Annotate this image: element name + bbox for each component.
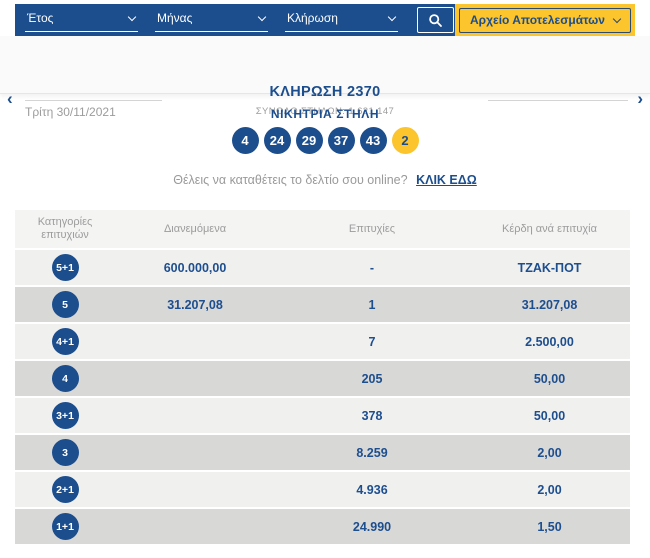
winners-cell: 7 <box>368 334 376 349</box>
draw-header: ‹ Τρίτη 30/11/2021 ΚΛΗΡΩΣΗ 2370 ΣΥΝΟΛΟ Σ… <box>0 36 650 119</box>
table-body: 5+1 600.000,00 - ΤΖΑΚ-ΠΟΤ 5 31.207,08 1 … <box>15 250 630 544</box>
table-row: 4 205 50,00 <box>15 361 630 396</box>
winners-cell: 205 <box>361 371 383 386</box>
table-row: 5+1 600.000,00 - ΤΖΑΚ-ΠΟΤ <box>15 250 630 285</box>
table-row: 3+1 378 50,00 <box>15 398 630 433</box>
category-badge: 3 <box>51 439 79 466</box>
prize-cell: 31.207,08 <box>521 297 578 312</box>
winning-numbers: 4 24 29 37 43 2 <box>0 127 650 154</box>
header-distributed: Διανεμόμενα <box>163 222 227 235</box>
prize-cell: 2.500,00 <box>525 334 574 349</box>
category-badge: 2+1 <box>51 476 79 503</box>
distributed-cell: 600.000,00 <box>163 260 227 275</box>
distributed-cell: 31.207,08 <box>167 297 223 312</box>
category-badge: 5 <box>51 291 79 318</box>
click-here-link[interactable]: ΚΛΙΚ ΕΔΩ <box>416 173 477 187</box>
prize-cell: 50,00 <box>533 371 566 386</box>
filters-section: Έτος Μήνας Κλήρωση <box>15 4 455 36</box>
chevron-down-icon <box>127 12 137 21</box>
winners-cell: - <box>369 260 375 275</box>
online-prompt: Θέλεις να καταθέτεις το δελτίο σου onlin… <box>0 173 650 187</box>
winning-number-ball: 37 <box>327 127 355 154</box>
chevron-down-icon <box>387 12 397 21</box>
draw-dropdown-label: Κλήρωση <box>287 11 338 25</box>
winners-cell: 4.936 <box>356 482 388 497</box>
archive-results-label: Αρχείο Αποτελεσμάτων <box>470 13 605 27</box>
winning-column-title: ΝΙΚΗΤΡΙΑ ΣΤΗΛΗ <box>270 107 380 121</box>
header-prize: Κέρδη ανά επιτυχία <box>502 222 597 235</box>
header-winners: Επιτυχίες <box>348 222 396 235</box>
draw-date: Τρίτη 30/11/2021 <box>25 105 116 119</box>
search-icon <box>429 13 442 27</box>
year-dropdown[interactable]: Έτος <box>25 8 138 32</box>
year-dropdown-label: Έτος <box>27 11 54 25</box>
chevron-down-icon <box>257 12 267 21</box>
winning-number-ball: 43 <box>359 127 387 154</box>
left-divider-line <box>25 100 162 101</box>
winners-cell: 24.990 <box>352 519 392 534</box>
prize-cell: 2,00 <box>537 445 562 460</box>
prize-cell: 1,50 <box>537 519 562 534</box>
search-button[interactable] <box>417 7 454 33</box>
category-badge: 4+1 <box>51 328 79 355</box>
draw-title-block: ΚΛΗΡΩΣΗ 2370 ΣΥΝΟΛΟ ΣΤΗΛΩΝ: 1.621.147 <box>0 84 650 117</box>
total-columns: ΣΥΝΟΛΟ ΣΤΗΛΩΝ: 1.621.147 <box>255 106 395 117</box>
winning-number-ball: 29 <box>295 127 323 154</box>
category-badge: 4 <box>51 365 79 392</box>
joker-number-ball: 2 <box>391 127 419 154</box>
table-row: 3 8.259 2,00 <box>15 435 630 470</box>
table-row: 5 31.207,08 1 31.207,08 <box>15 287 630 322</box>
table-header-row: Κατηγορίες επιτυχιών Διανεμόμενα Επιτυχί… <box>15 210 630 248</box>
chevron-down-icon <box>612 14 622 23</box>
draw-dropdown[interactable]: Κλήρωση <box>285 8 398 32</box>
next-draw-button[interactable]: › <box>637 89 643 108</box>
winners-cell: 8.259 <box>356 445 388 460</box>
archive-section: Αρχείο Αποτελεσμάτων <box>455 4 635 36</box>
results-table: Κατηγορίες επιτυχιών Διανεμόμενα Επιτυχί… <box>15 210 630 546</box>
month-dropdown[interactable]: Μήνας <box>155 8 268 32</box>
winning-number-ball: 24 <box>263 127 291 154</box>
prize-cell: ΤΖΑΚ-ΠΟΤ <box>517 260 582 275</box>
prize-cell: 50,00 <box>533 408 566 423</box>
archive-results-button[interactable]: Αρχείο Αποτελεσμάτων <box>459 7 631 33</box>
draw-title: ΚΛΗΡΩΣΗ 2370 <box>269 84 381 100</box>
table-row: 4+1 7 2.500,00 <box>15 324 630 359</box>
prize-cell: 2,00 <box>537 482 562 497</box>
table-row: 2+1 4.936 2,00 <box>15 472 630 507</box>
header-categories: Κατηγορίες επιτυχιών <box>37 216 93 241</box>
right-divider-line <box>488 100 628 101</box>
winners-cell: 378 <box>361 408 383 423</box>
filter-bar: Έτος Μήνας Κλήρωση Αρχείο Αποτελεσμάτων <box>15 4 635 36</box>
online-prompt-text: Θέλεις να καταθέτεις το δελτίο σου onlin… <box>173 173 408 187</box>
category-badge: 3+1 <box>51 402 79 429</box>
winning-number-ball: 4 <box>231 127 259 154</box>
table-row: 1+1 24.990 1,50 <box>15 509 630 544</box>
winners-cell: 1 <box>368 297 376 312</box>
previous-draw-button[interactable]: ‹ <box>7 89 13 108</box>
category-badge: 1+1 <box>51 513 79 540</box>
month-dropdown-label: Μήνας <box>157 11 193 25</box>
category-badge: 5+1 <box>51 254 79 281</box>
